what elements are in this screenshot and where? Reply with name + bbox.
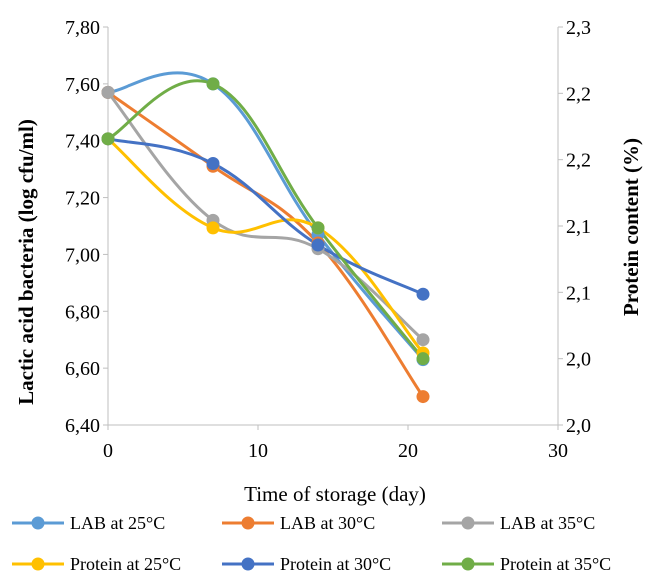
data-point-protein-at-30-c [206,157,220,171]
data-point-protein-at-35-c [206,77,220,91]
legend-marker-protein-at-30-c [241,557,255,571]
y2-tick-label: 2,2 [566,150,591,172]
series-line-lab-at-30-c [106,90,425,399]
legend-label-protein-at-30-c: Protein at 30°C [280,554,391,573]
legend-label-lab-at-30-c: LAB at 30°C [280,513,375,533]
data-point-lab-at-35-c [101,85,115,99]
axes [103,26,563,430]
data-point-protein-at-35-c [416,352,430,366]
x-tick-label: 10 [248,440,268,462]
data-point-protein-at-35-c [311,221,325,235]
legend-marker-protein-at-35-c [461,557,475,571]
y-tick-label: 6,40 [65,415,100,437]
data-point-protein-at-25-c [206,221,220,235]
legend-label-protein-at-35-c: Protein at 35°C [500,554,611,573]
y-tick-label: 7,80 [65,17,100,39]
series-line-protein-at-30-c [106,137,425,296]
data-point-lab-at-35-c [416,333,430,347]
legend-label-protein-at-25-c: Protein at 25°C [70,554,181,573]
series-lines [106,71,425,399]
series-line-protein-at-35-c [106,79,425,361]
y2-axis-title: Protein content (%) [619,138,643,316]
legend-label-lab-at-25-c: LAB at 25°C [70,513,165,533]
y-tick-label: 7,40 [65,131,100,153]
legend: LAB at 25°C LAB at 30°C LAB at 35°C Protein… [12,513,611,573]
series-line-lab-at-35-c [106,90,425,342]
series-line-lab-at-25-c [106,71,425,362]
y2-tick-label: 2,2 [566,83,591,105]
y-axis-title: Lactic acid bacteria (log cfu/ml) [14,119,38,405]
y2-tick-label: 2,1 [566,282,591,304]
data-point-lab-at-30-c [416,390,430,404]
legend-marker-protein-at-25-c [31,557,45,571]
legend-marker-lab-at-35-c [461,516,475,530]
x-tick-label: 30 [548,440,568,462]
data-point-protein-at-30-c [311,238,325,252]
y-tick-label: 7,00 [65,244,100,266]
series-points [101,77,430,404]
y-tick-label: 7,60 [65,74,100,96]
y-tick-label: 6,60 [65,358,100,380]
y-tick-label: 6,80 [65,301,100,323]
x-tick-label: 20 [398,440,418,462]
legend-label-lab-at-35-c: LAB at 35°C [500,513,595,533]
y2-tick-label: 2,0 [566,415,591,437]
data-point-protein-at-35-c [101,132,115,146]
y2-tick-label: 2,1 [566,216,591,238]
tick-labels: 6,40 6,60 6,80 7,00 7,20 7,40 7,60 7,80 2,0 2,0 2,… [65,17,591,462]
y2-tick-label: 2,3 [566,17,591,39]
data-point-protein-at-30-c [416,287,430,301]
legend-marker-lab-at-30-c [241,516,255,530]
x-tick-label: 0 [103,440,113,462]
x-axis-title: Time of storage (day) [244,482,426,506]
y2-tick-label: 2,0 [566,349,591,371]
series-line-protein-at-25-c [106,137,425,355]
y-tick-label: 7,20 [65,188,100,210]
legend-marker-lab-at-25-c [31,516,45,530]
